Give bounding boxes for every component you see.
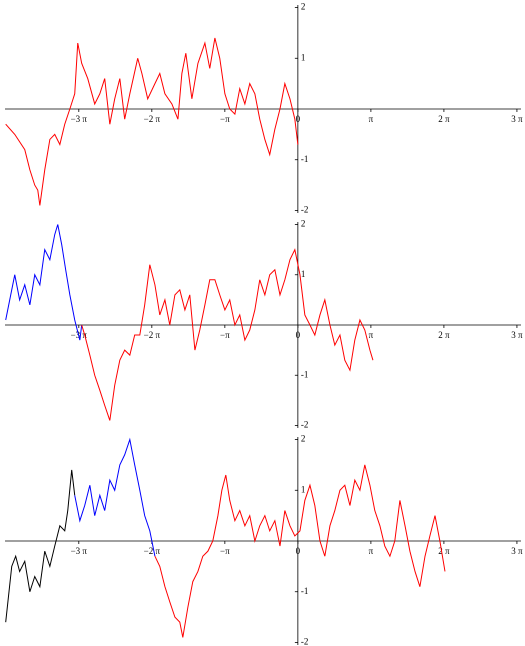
x-tick-label: 2 π	[438, 114, 450, 124]
y-tick-label: -1	[301, 369, 309, 379]
y-tick-label: 2	[301, 219, 306, 229]
series-line	[5, 37, 299, 206]
series-line	[5, 224, 83, 341]
panel: −3 π −2 π −π 0 π 2 π 3 π -2 -1 1 2	[5, 2, 523, 215]
x-tick-label: 3 π	[511, 546, 523, 556]
series-line	[81, 248, 374, 421]
x-tick-label: π	[369, 114, 374, 124]
x-tick-label: π	[369, 546, 374, 556]
y-tick-label: 1	[301, 484, 306, 494]
panel: −3 π −2 π −π 0 π 2 π 3 π -2 -1 1 2	[5, 434, 523, 646]
x-tick-label: 3 π	[511, 114, 523, 124]
y-tick-label: -2	[301, 420, 309, 430]
y-tick-label: -2	[301, 205, 309, 215]
x-tick-label: −2 π	[144, 330, 161, 340]
series-line	[74, 437, 156, 557]
x-tick-label: 3 π	[511, 330, 523, 340]
x-tick-label: −2 π	[144, 114, 161, 124]
y-tick-label: -2	[301, 637, 309, 646]
x-tick-label: 2 π	[438, 330, 450, 340]
x-tick-label: 0	[296, 114, 301, 124]
y-tick-label: 1	[301, 52, 306, 62]
x-tick-label: π	[369, 330, 374, 340]
x-tick-label: −3 π	[71, 546, 88, 556]
series-line	[5, 469, 76, 623]
y-tick-label: 1	[301, 269, 306, 279]
y-tick-label: -1	[301, 586, 309, 596]
y-tick-label: 2	[301, 434, 306, 444]
x-tick-label: −π	[220, 114, 230, 124]
x-tick-label: 2 π	[438, 546, 450, 556]
y-tick-label: -1	[301, 154, 309, 164]
x-tick-label: 0	[296, 330, 301, 340]
y-tick-label: 2	[301, 2, 306, 12]
x-tick-label: −π	[220, 546, 230, 556]
series-line	[154, 464, 446, 638]
x-tick-label: 0	[296, 546, 301, 556]
x-tick-label: −2 π	[144, 546, 161, 556]
x-tick-label: −3 π	[71, 114, 88, 124]
x-tick-label: −π	[220, 330, 230, 340]
